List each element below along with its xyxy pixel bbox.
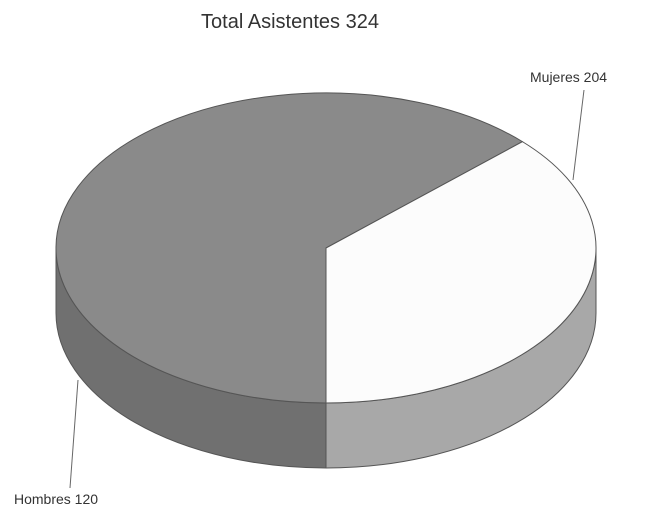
- leader-lines: [69, 89, 585, 489]
- pie-slice-mujeres: [55, 92, 524, 404]
- leader-line-mujeres: [572, 89, 585, 181]
- slice-label-hombres: Hombres 120: [14, 491, 98, 507]
- chart-title: Total Asistentes 324: [201, 11, 379, 33]
- pie-slice-hombres: [325, 141, 597, 404]
- slice-label-mujeres: Mujeres 204: [530, 69, 607, 85]
- pie-top-layer: [55, 92, 597, 404]
- leader-line-hombres: [69, 379, 79, 489]
